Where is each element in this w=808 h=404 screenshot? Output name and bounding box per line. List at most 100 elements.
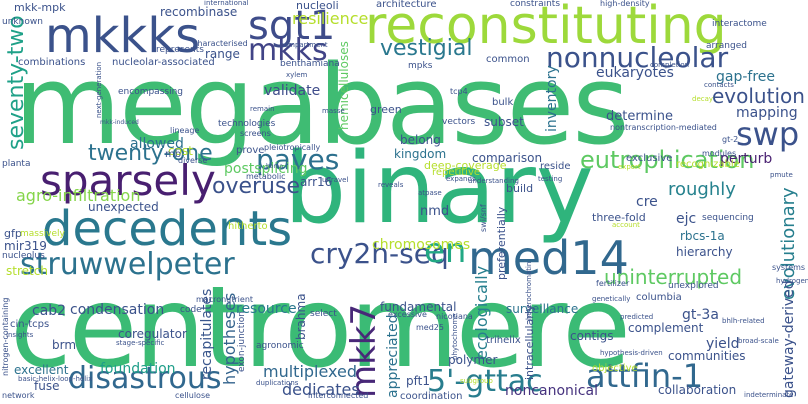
- word-expands: expands: [446, 175, 476, 183]
- word-three-fold: three-fold: [592, 211, 646, 224]
- word-mapping: mapping: [736, 105, 798, 121]
- word-screens: screens: [240, 129, 271, 138]
- word-gateway-derived: gateway-derived: [781, 280, 797, 398]
- word-fuse: fuse: [34, 379, 60, 393]
- word-determine: determine: [606, 109, 673, 124]
- word-brahma: brahma: [294, 293, 308, 340]
- word-prove: prove: [236, 145, 265, 156]
- word-nmd: nmd: [420, 204, 450, 219]
- word-foundation: foundation: [100, 361, 176, 377]
- word-coregulator: coregulator: [118, 327, 187, 341]
- word-gt-3a: gt-3a: [682, 307, 719, 323]
- word-recombinase: recombinase: [160, 5, 238, 19]
- word-compartment: compartment: [280, 41, 328, 49]
- word-massively: massively: [20, 229, 65, 239]
- word-lineage: lineage: [170, 126, 200, 135]
- word-eutrophication: eutrophication: [580, 146, 755, 174]
- word-excessive: excessive: [388, 310, 427, 319]
- word-planta: planta: [2, 159, 31, 169]
- word-multiplexed: multiplexed: [263, 362, 358, 381]
- word-build: build: [506, 182, 534, 195]
- word-rbcs-1a: rbcs-1a: [680, 229, 725, 243]
- word-communities: communities: [668, 349, 746, 363]
- word-stretch: stretch: [6, 264, 48, 278]
- word-insights: insights: [6, 331, 34, 339]
- word-exclusive: exclusive: [626, 153, 673, 164]
- word-megabases: megabases: [14, 41, 630, 169]
- word-hitherto: hitherto: [228, 221, 268, 232]
- word-code: code: [180, 305, 202, 315]
- word-cost: cost: [168, 144, 193, 158]
- word-vectors: vectors: [442, 117, 476, 127]
- word-cry2h-seq: cry2h-seq: [310, 237, 449, 270]
- word-mkk-mpk: mkk-mpk: [14, 1, 66, 14]
- word-duplications: duplications: [256, 379, 299, 387]
- word-overuse: overuse: [212, 174, 300, 199]
- word-trihelix: trihelix: [486, 335, 521, 346]
- word-masse: masse: [322, 107, 345, 115]
- word-hypothesis-driven: hypothesis-driven: [600, 349, 663, 357]
- word-testing: testing: [538, 175, 563, 183]
- word-struwwelpeter: struwwelpeter: [20, 247, 235, 282]
- word-repetitive: repetitive: [432, 167, 481, 178]
- word-paves: paves: [256, 143, 340, 176]
- word-pleiotropically: pleiotropically: [264, 143, 321, 152]
- word-fundamental: fundamental: [380, 300, 457, 314]
- word-hierarchy: hierarchy: [676, 245, 733, 259]
- word-broad-scale: broad-scale: [738, 337, 779, 345]
- word-gt-2: gt-2: [722, 135, 739, 144]
- word-recognizable: recognizable: [676, 159, 740, 170]
- word-nonnucleolar: nonnucleolar: [546, 41, 729, 74]
- word-ejc: ejc: [676, 211, 697, 227]
- word-vestigial: vestigial: [380, 36, 473, 61]
- word-reside: reside: [540, 161, 571, 172]
- word-unknown: unknown: [2, 17, 43, 27]
- word-arr16: arr16: [300, 175, 333, 189]
- word-5-gttac: 5'-gttac: [427, 364, 543, 399]
- word-allowed: allowed: [130, 136, 184, 152]
- word-yield: yield: [706, 336, 740, 352]
- word-mb: mb: [165, 149, 182, 160]
- word-resource: resource: [236, 301, 297, 317]
- word-belong: belong: [400, 133, 441, 147]
- word-mir319: mir319: [4, 239, 47, 253]
- word-metabolic: metabolic: [246, 172, 286, 181]
- word-seventy-two: seventy-two: [4, 15, 29, 150]
- word-cab2: cab2: [32, 303, 67, 319]
- word-range: range: [205, 47, 240, 61]
- word-uninterrupted: uninterrupted: [604, 265, 743, 289]
- word-high-density: high-density: [600, 0, 650, 8]
- word-interactome: interactome: [712, 19, 767, 29]
- word-network: network: [2, 391, 35, 400]
- word-comparison: comparison: [472, 151, 543, 165]
- word-indeterminate: indeterminate: [744, 391, 794, 399]
- word-med25: med25: [416, 323, 444, 332]
- word-represents: represents: [156, 45, 204, 55]
- word-unravel: unravel: [322, 176, 349, 184]
- word-complement: complement: [628, 321, 704, 335]
- word-kingdom: kingdom: [394, 147, 447, 161]
- word-combinations: combinations: [18, 57, 86, 68]
- word-bulk: bulk: [492, 97, 514, 108]
- word-hydrogen: hydrogen: [776, 277, 808, 285]
- word-swp: swp: [736, 115, 800, 153]
- word-heterochromatin: heterochromatin: [525, 261, 533, 320]
- word-nontranscription-mediated: nontranscription-mediated: [610, 123, 717, 132]
- word-fertilizer: fertilizer: [596, 279, 630, 288]
- word-columbia: columbia: [636, 292, 682, 303]
- word-interconnected: interconnected: [308, 391, 369, 400]
- word-basic-helix-loop-helix: basic-helix-loop-helix: [18, 375, 93, 383]
- word-macronutrient: macronutrient: [196, 295, 254, 304]
- word-exon-junction: exon-junction: [237, 311, 247, 372]
- word-nicotiana: nicotiana: [436, 312, 473, 321]
- word-contigs: contigs: [570, 329, 614, 343]
- word-condensation: condensation: [70, 302, 165, 318]
- word-diverse: diverse: [178, 156, 208, 165]
- word-technologies: technologies: [218, 119, 276, 129]
- word-nucleoli: nucleoli: [296, 0, 339, 12]
- word-stage-specific: stage-specific: [116, 339, 165, 347]
- word-export: export: [618, 163, 641, 171]
- word-sequencing: sequencing: [702, 213, 754, 223]
- word-characterised: characterised: [193, 39, 248, 48]
